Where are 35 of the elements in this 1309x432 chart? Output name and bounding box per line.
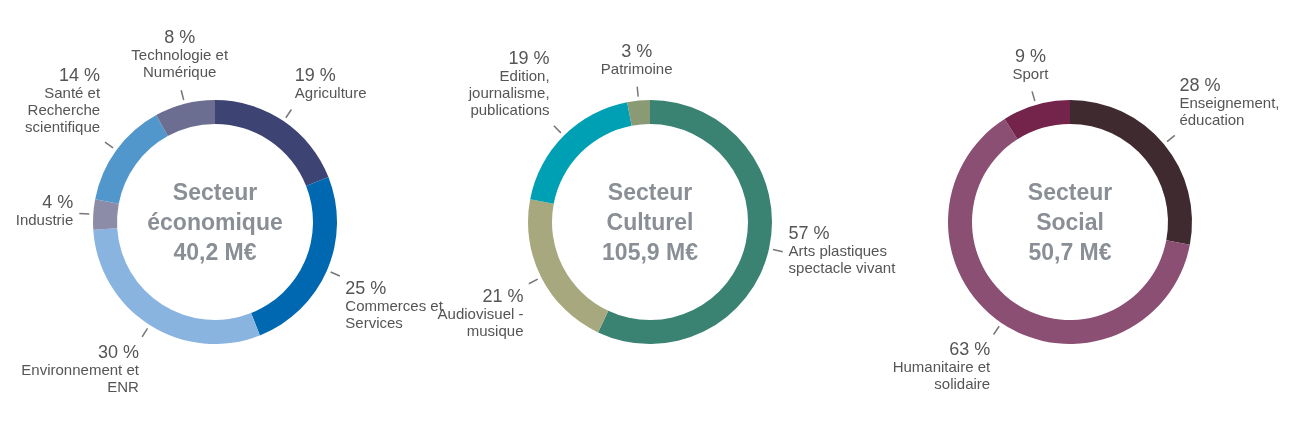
donut-slice xyxy=(156,100,215,137)
text: Secteur Social xyxy=(1027,179,1113,235)
data-label: 28 % xyxy=(1179,74,1221,95)
slice-label: Environnement et ENR xyxy=(21,360,140,395)
slice-label: Patrimoine xyxy=(600,59,673,77)
slice-label: Technologie et Numérique xyxy=(131,46,229,81)
data-label: 14 % xyxy=(59,64,101,85)
data-label: 19 % xyxy=(508,47,550,68)
slice-label: Agriculture xyxy=(294,83,367,101)
donut-slice xyxy=(93,199,119,230)
data-label: 4 % xyxy=(42,192,74,213)
slice-label: Industrie xyxy=(15,211,74,229)
slice-label: Humanitaire et solidaire xyxy=(892,358,992,393)
data-label: 9 % xyxy=(1014,45,1046,66)
data-label: 8 % xyxy=(164,27,196,48)
text: 105,9 M€ xyxy=(602,239,699,265)
text: Secteur économique xyxy=(147,179,283,235)
data-label: 25 % xyxy=(345,278,387,299)
data-label: 30 % xyxy=(97,341,139,362)
text: Secteur Culturel xyxy=(606,179,694,235)
slice-label: Edition, journalisme, publications xyxy=(467,66,550,118)
donut-slice xyxy=(1004,100,1070,140)
data-label: 57 % xyxy=(788,223,830,244)
data-label: 3 % xyxy=(621,40,653,61)
data-label: 63 % xyxy=(949,339,991,360)
text: 40,2 M€ xyxy=(173,239,257,265)
slice-label: Arts plastiques spectacle vivant xyxy=(788,242,897,277)
donut-slice xyxy=(627,100,650,126)
slice-label: Enseignement, éducation xyxy=(1179,93,1280,128)
donut-slice xyxy=(598,100,772,344)
data-label: 19 % xyxy=(294,64,336,85)
text: 50,7 M€ xyxy=(1028,239,1112,265)
slice-label: Sport xyxy=(1012,64,1050,82)
data-label: 21 % xyxy=(482,286,524,307)
slice-label: Santé et Recherche scientifique xyxy=(25,83,101,135)
